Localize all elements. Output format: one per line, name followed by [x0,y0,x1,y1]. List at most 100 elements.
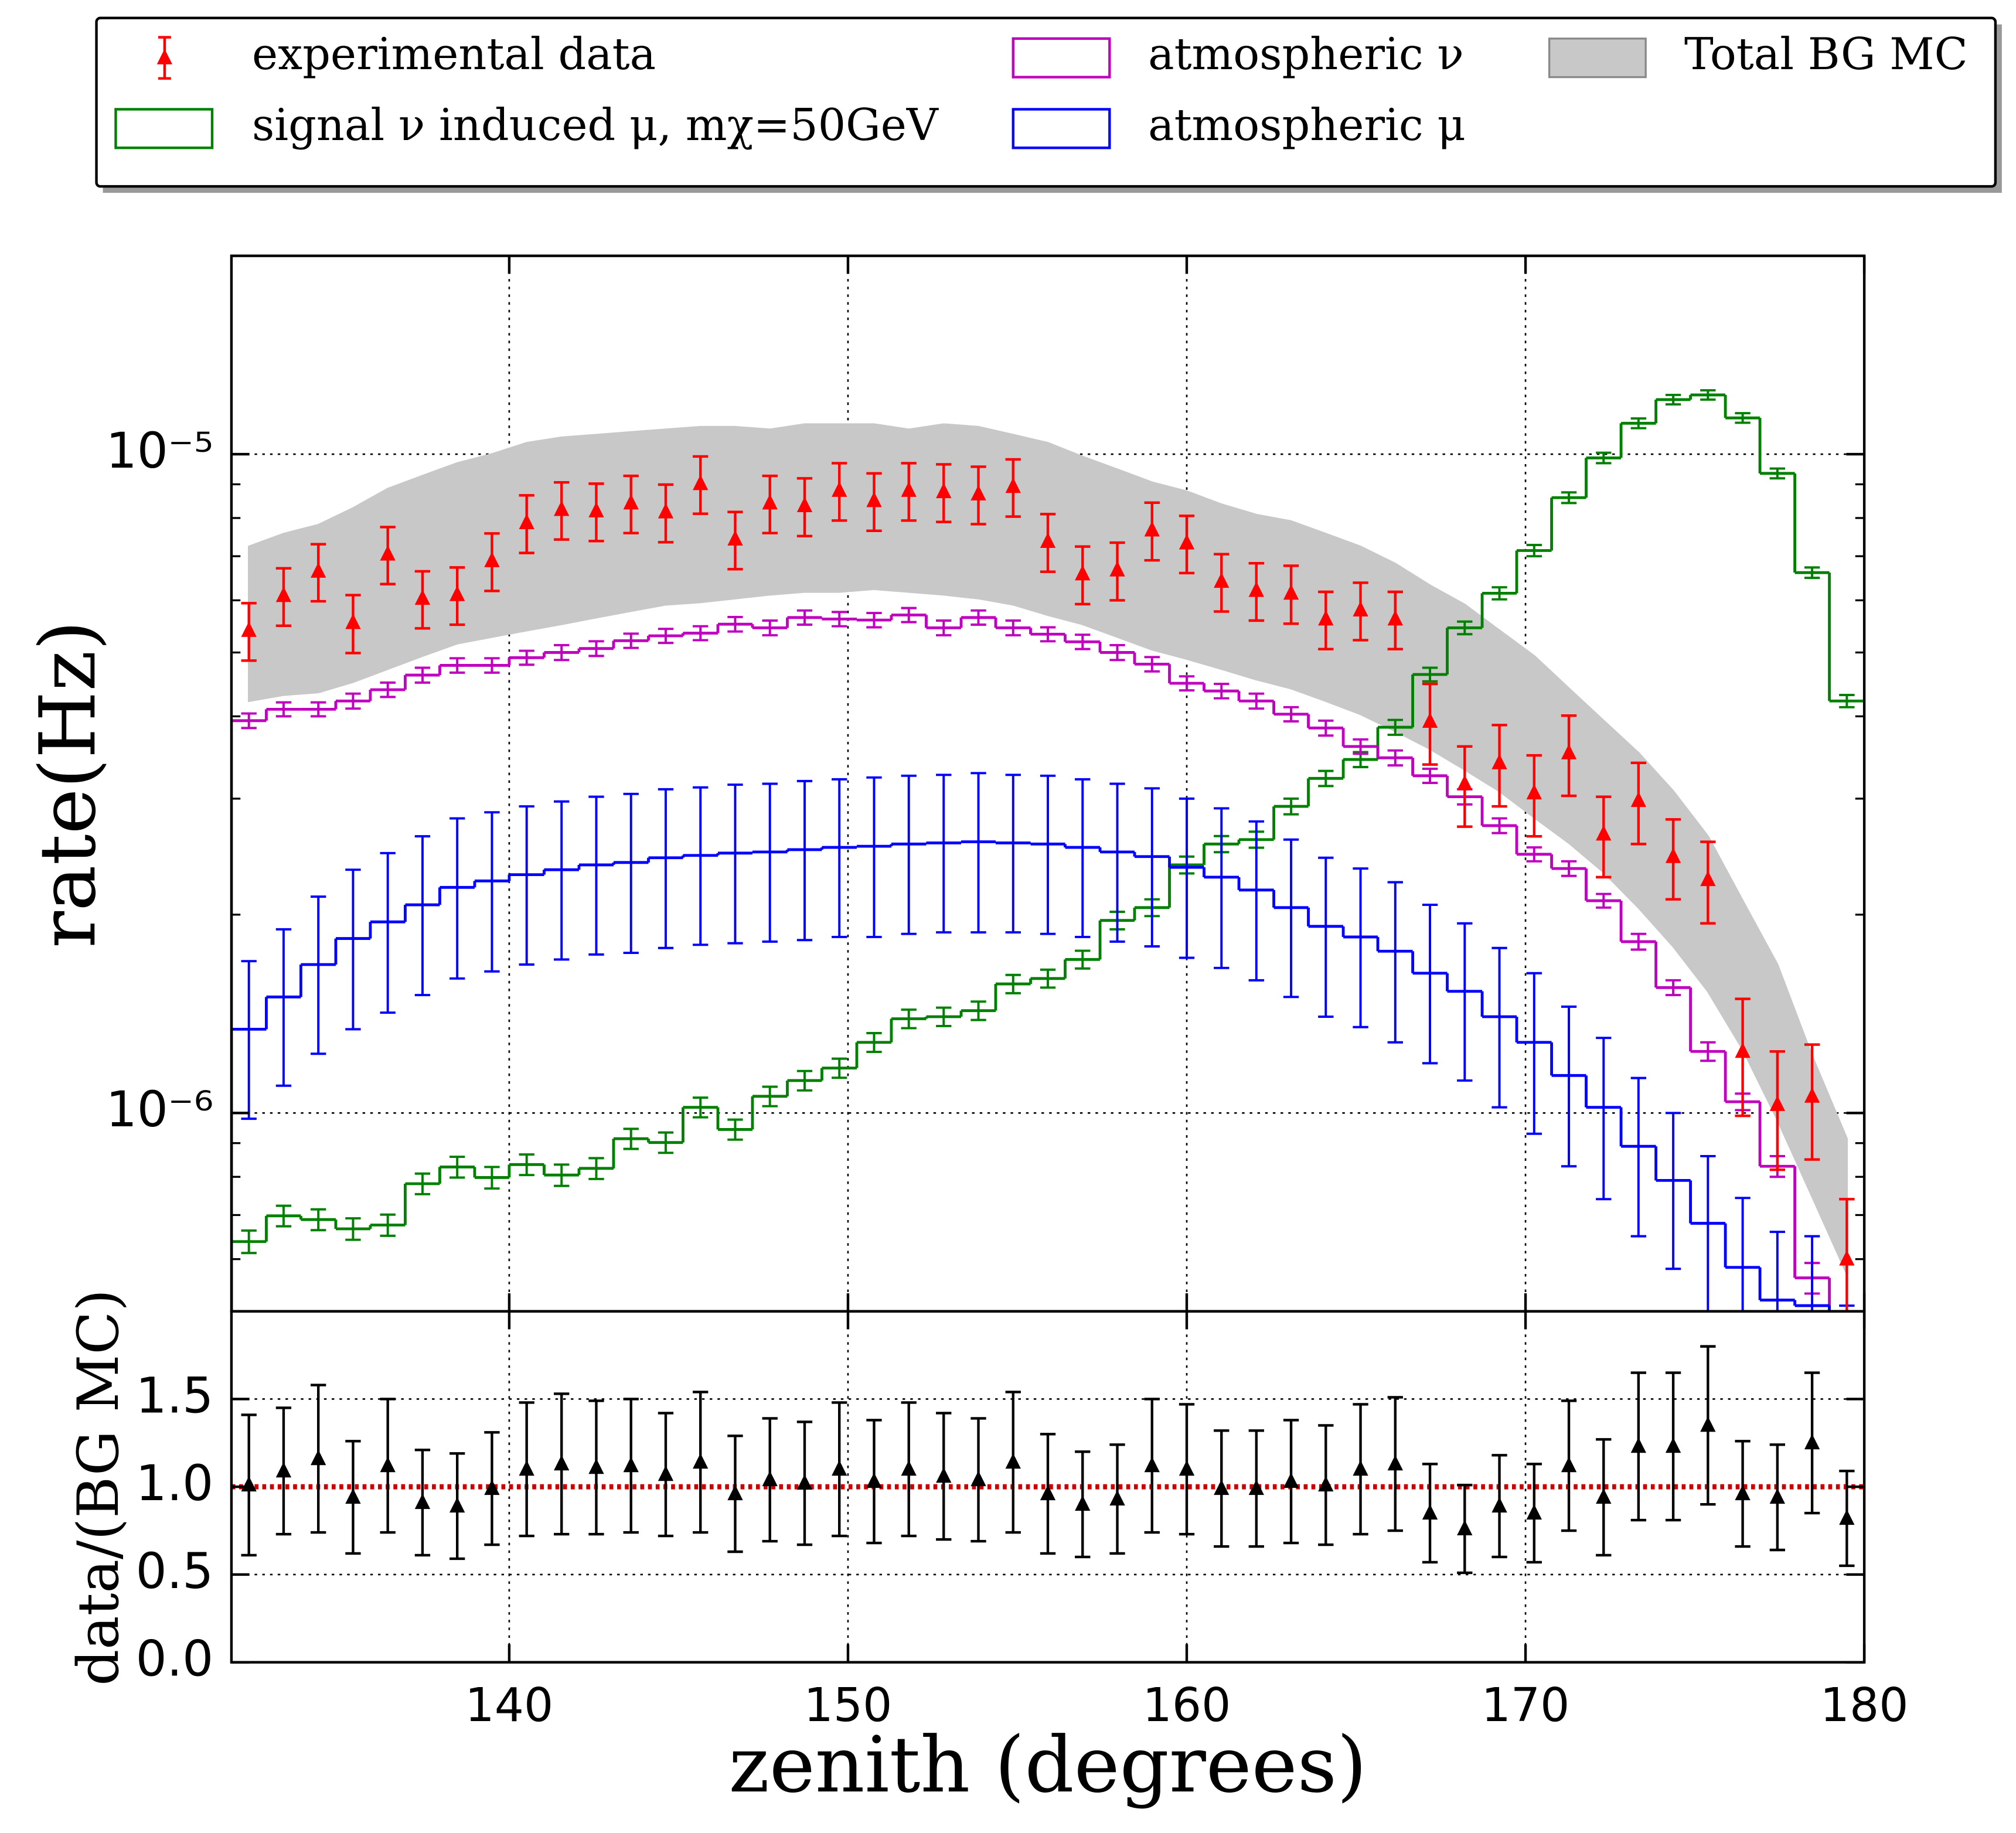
error-bar [554,800,570,961]
legend: experimental data signal ν induced μ, mχ=… [114,29,1968,151]
error-bar [1248,692,1264,710]
data-point [727,1484,743,1501]
data-point [1248,581,1264,597]
data-point [1561,1456,1577,1473]
error-bar [275,1204,292,1228]
error-bar [866,612,882,629]
data-point [1422,712,1438,728]
error-bar [1665,393,1681,406]
data-point [1075,1495,1091,1511]
error-bar [380,851,396,1014]
data-point [866,492,882,507]
data-point [1422,1504,1438,1520]
data-point [623,494,639,510]
y-tick-label: 1.0 [136,1455,214,1512]
error-bar [1422,767,1438,784]
error-bar [1526,972,1542,1135]
legend-box [95,16,1997,188]
y-tick-label: 0.0 [136,1631,214,1688]
ratio-frame [230,1310,1866,1664]
legend-label: signal ν induced μ, mχ=50GeV [252,100,939,151]
data-point [414,1493,431,1510]
data-point [796,496,813,513]
error-bar [1665,1112,1681,1270]
data-point [1109,561,1125,577]
error-bar [1491,586,1507,601]
error-bar [832,611,847,628]
data-point [1040,1484,1056,1501]
data-point [1700,870,1716,887]
error-bar [380,1213,396,1237]
error-bar [901,1008,917,1030]
error-bar [1144,787,1160,948]
error-bar [1040,774,1056,935]
y-tick-label: 10⁻⁶ [106,1081,214,1138]
data-point [1248,1479,1264,1495]
data-point [1387,1454,1403,1471]
error-bar [901,774,917,935]
legend-handle [114,108,214,149]
error-bar [484,811,500,973]
data-point [1144,1456,1160,1473]
x-tick-label: 140 [465,1678,554,1732]
data-point [311,1449,326,1466]
error-bar [970,609,986,626]
data-point [1665,1437,1681,1453]
error-bar [1214,683,1230,700]
error-bar [554,1163,570,1187]
data-point [1353,1460,1368,1476]
data-point [380,545,396,561]
error-bar [484,657,500,674]
error-bar [484,1166,500,1190]
error-bar [1283,797,1299,816]
data-point [762,1470,778,1487]
error-bar [345,1217,361,1241]
error-bar [623,792,639,955]
data-point [970,485,986,500]
error-bar [345,692,361,710]
error-bar [1491,946,1507,1109]
data-point [693,1453,709,1469]
error-bar [1179,797,1195,959]
error-bar [1700,389,1716,401]
error-bar [936,774,952,934]
error-bar [1422,666,1438,683]
data-point [832,481,847,497]
error-bar [1665,979,1681,997]
main-plot [231,255,1865,1311]
data-point [1526,1504,1542,1520]
error-bar [1561,1005,1577,1168]
data-point [970,1470,986,1487]
error-bar [1283,838,1299,999]
error-bar [1318,719,1334,737]
data-point [936,482,952,499]
data-point [1214,1479,1230,1495]
data-point [1804,1433,1820,1450]
error-bar [414,835,431,997]
error-bar [1630,932,1647,951]
error-bar [1769,467,1786,480]
error-bar [658,788,674,949]
error-bar [1353,867,1368,1028]
legend-label: Total BG MC [1684,29,1968,80]
legend-label: atmospheric μ [1148,100,1466,151]
data-point [1839,1509,1855,1525]
data-point [345,614,361,629]
data-point [241,1476,257,1492]
error-bar [1804,1235,1820,1311]
data-point [658,1465,674,1481]
x-tick-label: 160 [1143,1678,1231,1732]
error-bar [1075,633,1091,650]
error-bar [1179,675,1195,692]
data-point [1769,1488,1786,1504]
x-tick-label: 150 [804,1678,893,1732]
error-bar [796,779,813,942]
error-bar [311,1208,326,1232]
data-point [1735,1042,1751,1058]
error-bar [1596,451,1612,465]
error-bar [658,628,674,645]
data-point [484,1479,500,1495]
error-bar [693,786,709,946]
data-point [588,1458,604,1474]
